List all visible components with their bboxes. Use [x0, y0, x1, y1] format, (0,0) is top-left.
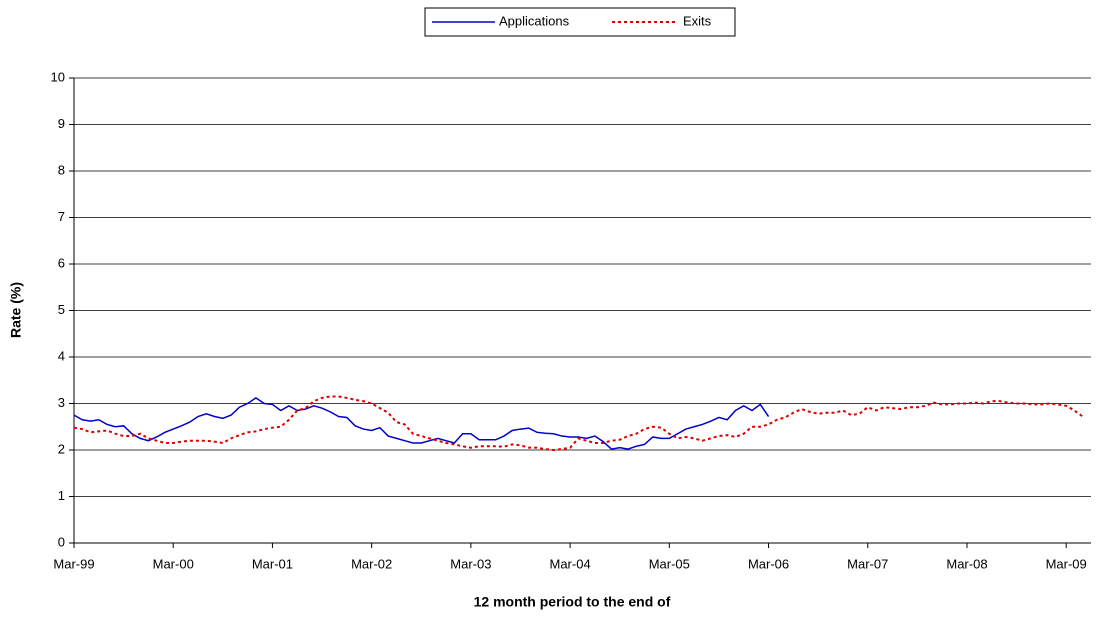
legend-label: Exits — [683, 13, 712, 28]
x-tick-label: Mar-05 — [649, 556, 690, 571]
x-tick-label: Mar-01 — [252, 556, 293, 571]
x-tick-label: Mar-08 — [946, 556, 987, 571]
x-tick-label: Mar-99 — [53, 556, 94, 571]
y-tick-label: 3 — [58, 395, 65, 410]
x-tick-label: Mar-02 — [351, 556, 392, 571]
y-tick-label: 0 — [58, 534, 65, 549]
x-axis-label: 12 month period to the end of — [474, 594, 671, 610]
x-tick-label: Mar-07 — [847, 556, 888, 571]
x-tick-label: Mar-09 — [1046, 556, 1087, 571]
x-tick-label: Mar-04 — [550, 556, 591, 571]
y-tick-label: 8 — [58, 162, 65, 177]
y-axis-label: Rate (%) — [8, 282, 24, 338]
y-tick-label: 1 — [58, 488, 65, 503]
legend-label: Applications — [499, 13, 570, 28]
y-tick-label: 9 — [58, 116, 65, 131]
y-tick-label: 6 — [58, 255, 65, 270]
y-tick-label: 4 — [58, 348, 65, 363]
x-tick-label: Mar-03 — [450, 556, 491, 571]
y-tick-label: 5 — [58, 302, 65, 317]
x-tick-label: Mar-06 — [748, 556, 789, 571]
series-line — [73, 397, 770, 450]
y-tick-label: 7 — [58, 209, 65, 224]
y-tick-label: 10 — [51, 69, 65, 84]
series-line — [73, 395, 1084, 452]
x-tick-label: Mar-00 — [153, 556, 194, 571]
y-tick-label: 2 — [58, 441, 65, 456]
